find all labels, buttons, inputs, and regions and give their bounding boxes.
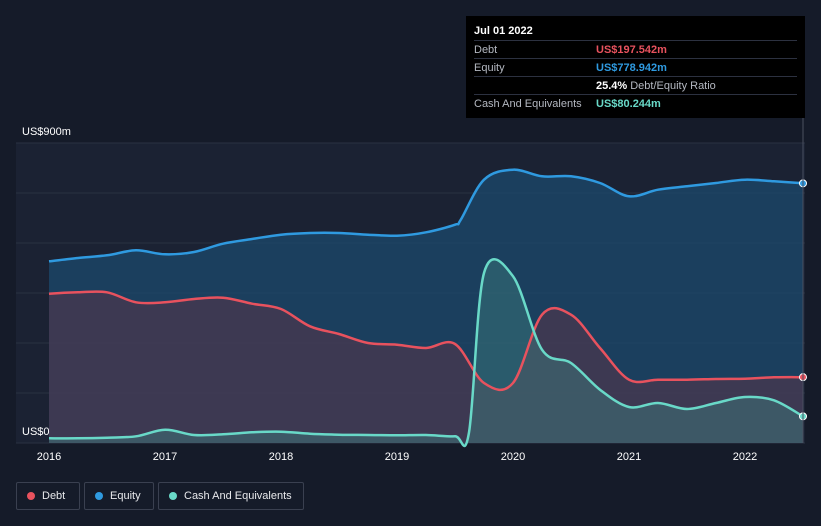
legend-label: Equity: [110, 490, 141, 502]
area-debt: [49, 291, 803, 443]
tooltip-label: Equity: [474, 61, 505, 74]
legend-label: Debt: [42, 490, 66, 502]
x-tick-label: 2018: [269, 451, 293, 463]
y-bottom-label: US$0: [22, 426, 50, 438]
x-tick-label: 2016: [37, 451, 61, 463]
tooltip-row-ratio: 25.4% Debt/Equity Ratio: [474, 76, 797, 94]
tooltip-label: Cash And Equivalents: [474, 97, 582, 110]
area-cash-and-equivalents: [49, 259, 803, 446]
tooltip-date: Jul 01 2022: [474, 25, 533, 37]
x-tick-label: 2022: [733, 451, 757, 463]
tooltip-ratio-suffix: Debt/Equity Ratio: [630, 79, 716, 92]
legend-label: Cash And Equivalents: [184, 490, 292, 502]
legend-cash[interactable]: Cash And Equivalents: [158, 482, 304, 510]
data-tooltip: Jul 01 2022 Debt US$197.542m Equity US$7…: [466, 16, 805, 118]
series-areas: [49, 169, 803, 446]
line-equity: [48, 168, 804, 263]
x-tick-label: 2019: [385, 451, 409, 463]
legend-dot-icon: [169, 492, 177, 500]
x-axis-ticks: 2016 2017 2018 2019 2020 2021 2022: [37, 451, 757, 463]
tooltip-value-debt: US$197.542m: [596, 43, 667, 56]
line-cash-and-equivalents: [48, 258, 804, 448]
tooltip-row-cash: Cash And Equivalents US$80.244m: [474, 94, 797, 112]
x-tick-label: 2021: [617, 451, 641, 463]
legend-dot-icon: [27, 492, 35, 500]
tooltip-value-ratio: 25.4%: [596, 79, 628, 92]
legend-debt[interactable]: Debt: [16, 482, 80, 510]
tooltip-value-cash: US$80.244m: [596, 97, 661, 110]
legend-dot-icon: [95, 492, 103, 500]
tooltip-row-equity: Equity US$778.942m: [474, 58, 797, 76]
y-top-label: US$900m: [22, 126, 71, 138]
legend-equity[interactable]: Equity: [84, 482, 154, 510]
tooltip-label: Debt: [474, 43, 498, 56]
x-tick-label: 2017: [153, 451, 177, 463]
tooltip-value-equity: US$778.942m: [596, 61, 667, 74]
tooltip-row-debt: Debt US$197.542m: [474, 40, 797, 58]
x-tick-label: 2020: [501, 451, 525, 463]
line-debt: [48, 290, 804, 391]
series-lines: [48, 168, 804, 448]
